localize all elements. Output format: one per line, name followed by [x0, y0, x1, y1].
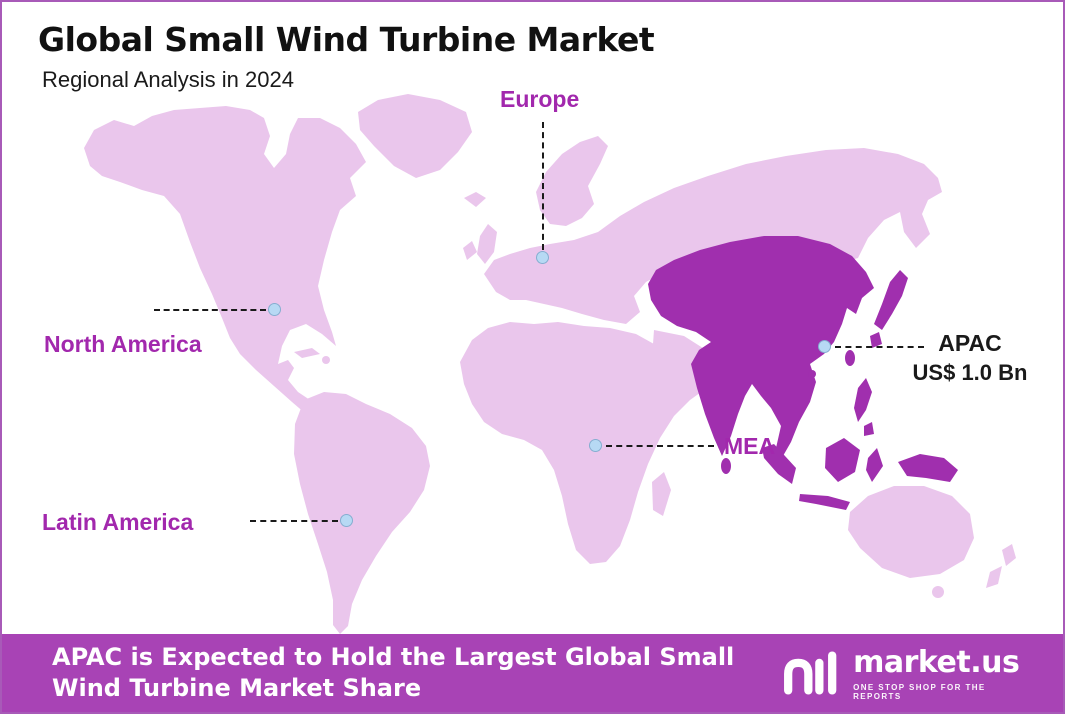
taiwan-landmass — [845, 350, 855, 366]
ireland-landmass — [463, 241, 477, 260]
region-label-mea: MEA — [724, 433, 776, 459]
footer-bar: APAC is Expected to Hold the Largest Glo… — [2, 634, 1063, 712]
apac-label: APAC — [938, 330, 1002, 356]
footer-headline: APAC is Expected to Hold the Largest Glo… — [52, 642, 735, 702]
new-guinea-landmass — [898, 454, 958, 482]
new-zealand-south-landmass — [986, 566, 1002, 588]
britain-landmass — [477, 224, 497, 264]
brand-tagline: ONE STOP SHOP FOR THE REPORTS — [853, 683, 986, 701]
north-america-landmass — [84, 106, 366, 414]
apac-mainland-landmass — [648, 236, 874, 456]
tasmania-landmass — [932, 586, 944, 598]
eurasia-light-landmass — [484, 148, 942, 324]
brand-text: market.us ONE STOP SHOP FOR THE REPORTS — [853, 645, 1033, 701]
region-label-latin-america: Latin America — [42, 509, 194, 535]
sri-lanka-landmass — [721, 458, 731, 474]
brand-name: market.us — [853, 645, 1020, 680]
leader-line-mea — [606, 445, 714, 447]
africa-landmass — [460, 322, 704, 564]
region-label-apac: APAC US$ 1.0 Bn — [900, 330, 1040, 386]
page-subtitle: Regional Analysis in 2024 — [42, 67, 294, 92]
leader-line-europe — [542, 122, 544, 250]
marker-north-america — [268, 303, 281, 316]
sumatra-landmass — [762, 444, 796, 484]
australia-landmass — [848, 486, 974, 578]
region-label-europe: Europe — [500, 86, 580, 112]
philippines-landmass — [854, 378, 872, 422]
apac-value: US$ 1.0 Bn — [912, 360, 1028, 385]
market-us-logo-icon — [783, 651, 837, 695]
leader-line-latin-america — [250, 520, 338, 522]
scandinavia-landmass — [536, 136, 608, 226]
java-landmass — [799, 494, 850, 510]
page-title: Global Small Wind Turbine Market — [38, 20, 655, 59]
region-label-north-america: North America — [44, 331, 202, 357]
marker-latin-america — [340, 514, 353, 527]
new-zealand-north-landmass — [1002, 544, 1016, 566]
hispaniola-landmass — [322, 356, 330, 364]
hainan-landmass — [808, 370, 816, 378]
philippines-south-landmass — [864, 422, 874, 436]
madagascar-landmass — [652, 472, 671, 516]
leader-line-apac — [835, 346, 924, 348]
japan-south-landmass — [870, 332, 882, 348]
brand-block: market.us ONE STOP SHOP FOR THE REPORTS — [779, 645, 1033, 701]
marker-apac — [818, 340, 831, 353]
borneo-landmass — [825, 438, 860, 482]
japan-landmass — [874, 270, 908, 330]
header: Global Small Wind Turbine Market Regiona… — [38, 20, 655, 93]
greenland-landmass — [358, 94, 472, 178]
sulawesi-landmass — [866, 448, 883, 482]
apac-highlighted-landmasses — [648, 236, 958, 510]
leader-line-north-america — [154, 309, 266, 311]
iceland-landmass — [464, 192, 486, 207]
south-america-landmass — [294, 392, 430, 634]
cuba-landmass — [294, 348, 320, 358]
world-map-base-landmasses — [84, 94, 1016, 634]
marker-europe — [536, 251, 549, 264]
marker-mea — [589, 439, 602, 452]
